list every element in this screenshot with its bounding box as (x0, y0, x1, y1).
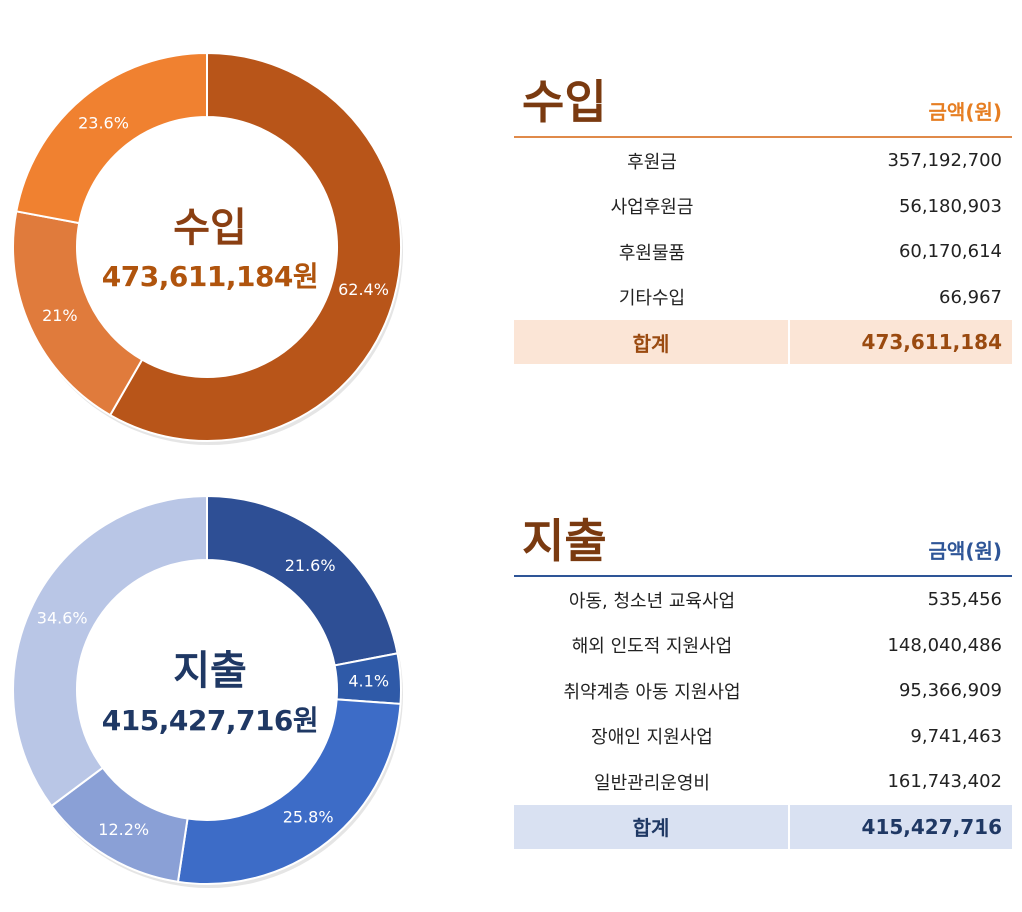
income-slice-label-1: 62.4% (338, 280, 389, 299)
row-label: 후원금 (627, 151, 677, 173)
income-slice-label-3: 21% (42, 306, 78, 325)
row-amount: 148,040,486 (887, 634, 1002, 656)
table-row: 취약계층 아동 지원사업 95,366,909 (514, 668, 1012, 714)
row-amount: 161,743,402 (887, 771, 1002, 793)
expense-table-title: 지출 (522, 514, 607, 568)
table-row: 후원금 357,192,700 (514, 138, 1012, 184)
income-donut-chart: 62.4% 21% 23.6% 수입 473,611,184원 (0, 45, 420, 465)
expense-center-total: 415,427,716원 (101, 704, 319, 737)
total-amount: 473,611,184 (861, 330, 1002, 354)
row-amount: 357,192,700 (887, 150, 1002, 172)
income-table-header: 수입 금액(원) (514, 66, 1012, 136)
total-amount: 415,427,716 (861, 814, 1002, 839)
table-row: 일반관리운영비 161,743,402 (514, 759, 1012, 805)
row-amount: 9,741,463 (910, 725, 1002, 747)
row-label: 해외 인도적 지원사업 (571, 636, 733, 658)
income-table: 수입 금액(원) 후원금 357,192,700 사업후원금 56,180,90… (514, 66, 1012, 364)
income-center-total: 473,611,184원 (101, 260, 319, 293)
row-amount: 60,170,614 (898, 241, 1002, 263)
table-row: 해외 인도적 지원사업 148,040,486 (514, 623, 1012, 669)
expense-table-header: 지출 금액(원) (514, 505, 1012, 575)
row-amount: 95,366,909 (898, 680, 1002, 702)
expense-slice-label-3: 25.8% (283, 808, 334, 827)
row-amount: 66,967 (939, 286, 1002, 308)
income-donut-svg: 62.4% 21% 23.6% (12, 51, 403, 445)
expense-donut-chart: 21.6% 4.1% 25.8% 12.2% 34.6% 지출 415,427,716원 (0, 488, 420, 908)
table-row: 장애인 지원사업 9,741,463 (514, 714, 1012, 760)
row-amount: 56,180,903 (898, 195, 1002, 217)
expense-header-rule (514, 575, 1012, 577)
expense-slice-label-2: 4.1% (348, 671, 389, 690)
income-donut-hole (77, 117, 337, 377)
expense-unit-label: 금액(원) (928, 539, 1002, 563)
table-row: 후원물품 60,170,614 (514, 229, 1012, 275)
row-label: 장애인 지원사업 (591, 727, 713, 749)
income-header-rule (514, 136, 1012, 138)
total-label: 합계 (514, 804, 790, 849)
total-label: 합계 (514, 320, 790, 364)
row-label: 기타수입 (618, 288, 686, 310)
expense-donut-hole (77, 560, 337, 820)
table-row: 아동, 청소년 교육사업 535,456 (514, 577, 1012, 623)
expense-table: 지출 금액(원) 아동, 청소년 교육사업 535,456 해외 인도적 지원사… (514, 505, 1012, 849)
income-total-row: 합계 473,611,184 (514, 320, 1012, 364)
table-row: 기타수입 66,967 (514, 275, 1012, 321)
table-row: 사업후원금 56,180,903 (514, 184, 1012, 230)
income-center-title: 수입 (173, 205, 247, 251)
row-label: 취약계층 아동 지원사업 (563, 681, 741, 703)
row-label: 일반관리운영비 (594, 772, 710, 794)
expense-total-row: 합계 415,427,716 (514, 804, 1012, 849)
expense-slice-label-5: 34.6% (37, 608, 88, 627)
expense-slice-label-4: 12.2% (98, 820, 149, 839)
income-table-title: 수입 (522, 75, 607, 129)
expense-center-title: 지출 (173, 648, 247, 694)
row-label: 아동, 청소년 교육사업 (568, 590, 736, 612)
expense-donut-svg: 21.6% 4.1% 25.8% 12.2% 34.6% (12, 494, 403, 888)
row-amount: 535,456 (927, 589, 1002, 611)
expense-slice-label-1: 21.6% (285, 556, 336, 575)
income-unit-label: 금액(원) (928, 100, 1002, 124)
row-label: 사업후원금 (610, 197, 694, 219)
row-label: 후원물품 (618, 242, 686, 264)
income-slice-label-4: 23.6% (78, 113, 129, 132)
